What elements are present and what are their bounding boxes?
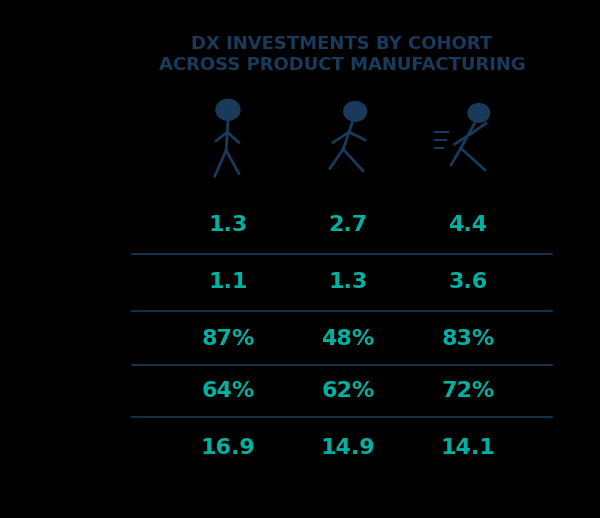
Text: 14.9: 14.9 <box>320 438 376 458</box>
Text: ACROSS PRODUCT MANUFACTURING: ACROSS PRODUCT MANUFACTURING <box>158 56 526 74</box>
Text: 16.9: 16.9 <box>200 438 256 458</box>
Text: 64%: 64% <box>202 381 254 401</box>
Text: 4.4: 4.4 <box>448 215 488 235</box>
Text: 1.3: 1.3 <box>328 272 368 292</box>
Text: 87%: 87% <box>202 329 254 349</box>
Text: 83%: 83% <box>442 329 494 349</box>
Circle shape <box>468 104 490 122</box>
Text: DX INVESTMENTS BY COHORT: DX INVESTMENTS BY COHORT <box>191 35 493 53</box>
Text: 72%: 72% <box>442 381 494 401</box>
Text: 1.1: 1.1 <box>208 272 248 292</box>
Circle shape <box>216 99 240 120</box>
Text: 62%: 62% <box>322 381 374 401</box>
Text: 3.6: 3.6 <box>448 272 488 292</box>
Text: 14.1: 14.1 <box>440 438 496 458</box>
Text: 2.7: 2.7 <box>328 215 368 235</box>
Text: 1.3: 1.3 <box>208 215 248 235</box>
Circle shape <box>344 102 367 121</box>
Text: 48%: 48% <box>322 329 374 349</box>
